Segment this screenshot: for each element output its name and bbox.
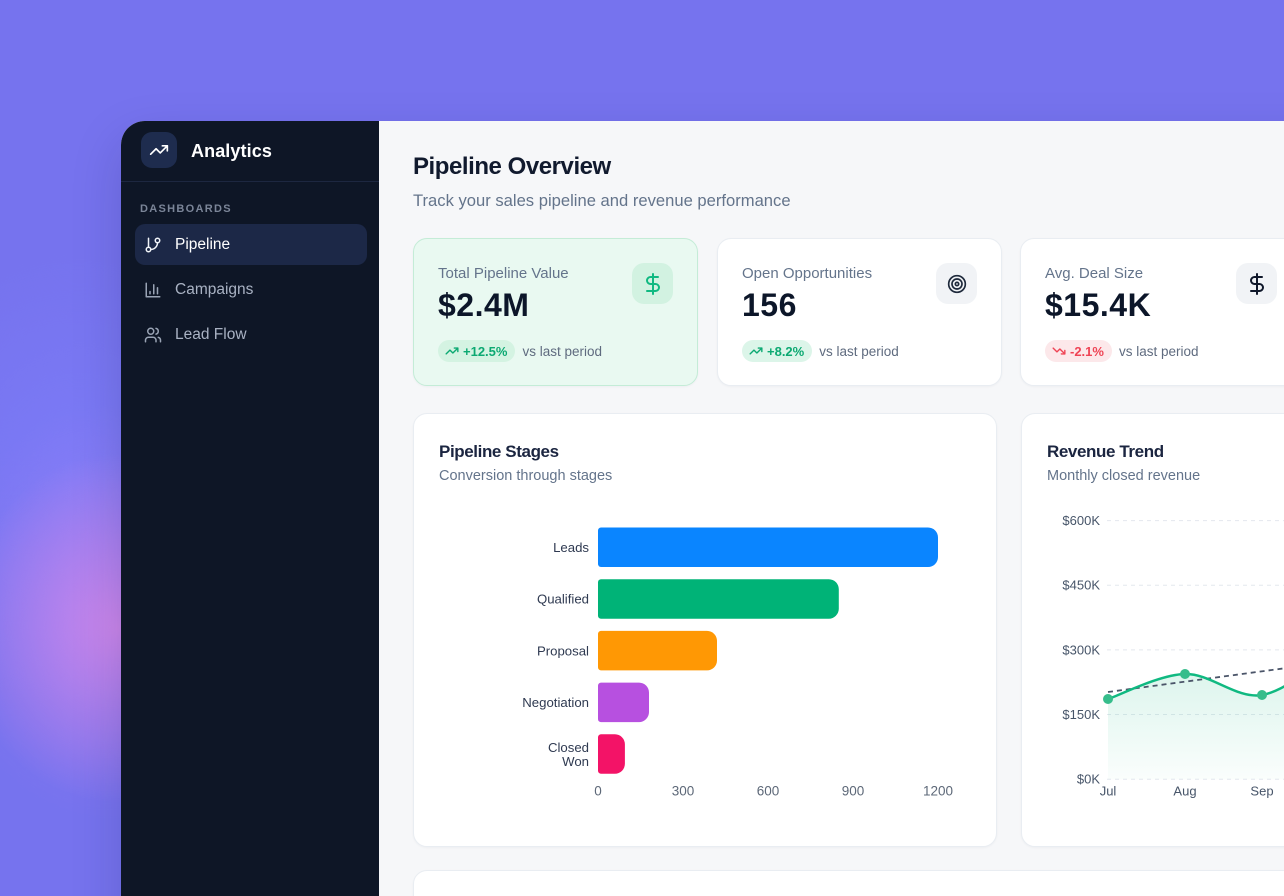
svg-text:$150K: $150K (1062, 707, 1100, 722)
svg-text:$300K: $300K (1062, 642, 1100, 657)
svg-text:$600K: $600K (1062, 513, 1100, 528)
svg-text:Jul: Jul (1100, 784, 1117, 799)
svg-text:Won: Won (562, 754, 589, 769)
svg-text:Sep: Sep (1250, 784, 1273, 799)
svg-text:Closed: Closed (548, 740, 589, 755)
svg-text:Qualified: Qualified (537, 592, 589, 607)
svg-text:$450K: $450K (1062, 578, 1100, 593)
svg-text:Negotiation: Negotiation (522, 695, 589, 710)
svg-text:300: 300 (672, 784, 695, 799)
svg-text:Leads: Leads (553, 540, 589, 555)
svg-text:1200: 1200 (923, 784, 953, 799)
svg-text:Aug: Aug (1173, 784, 1196, 799)
svg-text:600: 600 (757, 784, 780, 799)
svg-text:0: 0 (594, 784, 602, 799)
svg-text:Proposal: Proposal (537, 643, 589, 658)
svg-text:$0K: $0K (1077, 772, 1100, 787)
svg-text:900: 900 (842, 784, 865, 799)
